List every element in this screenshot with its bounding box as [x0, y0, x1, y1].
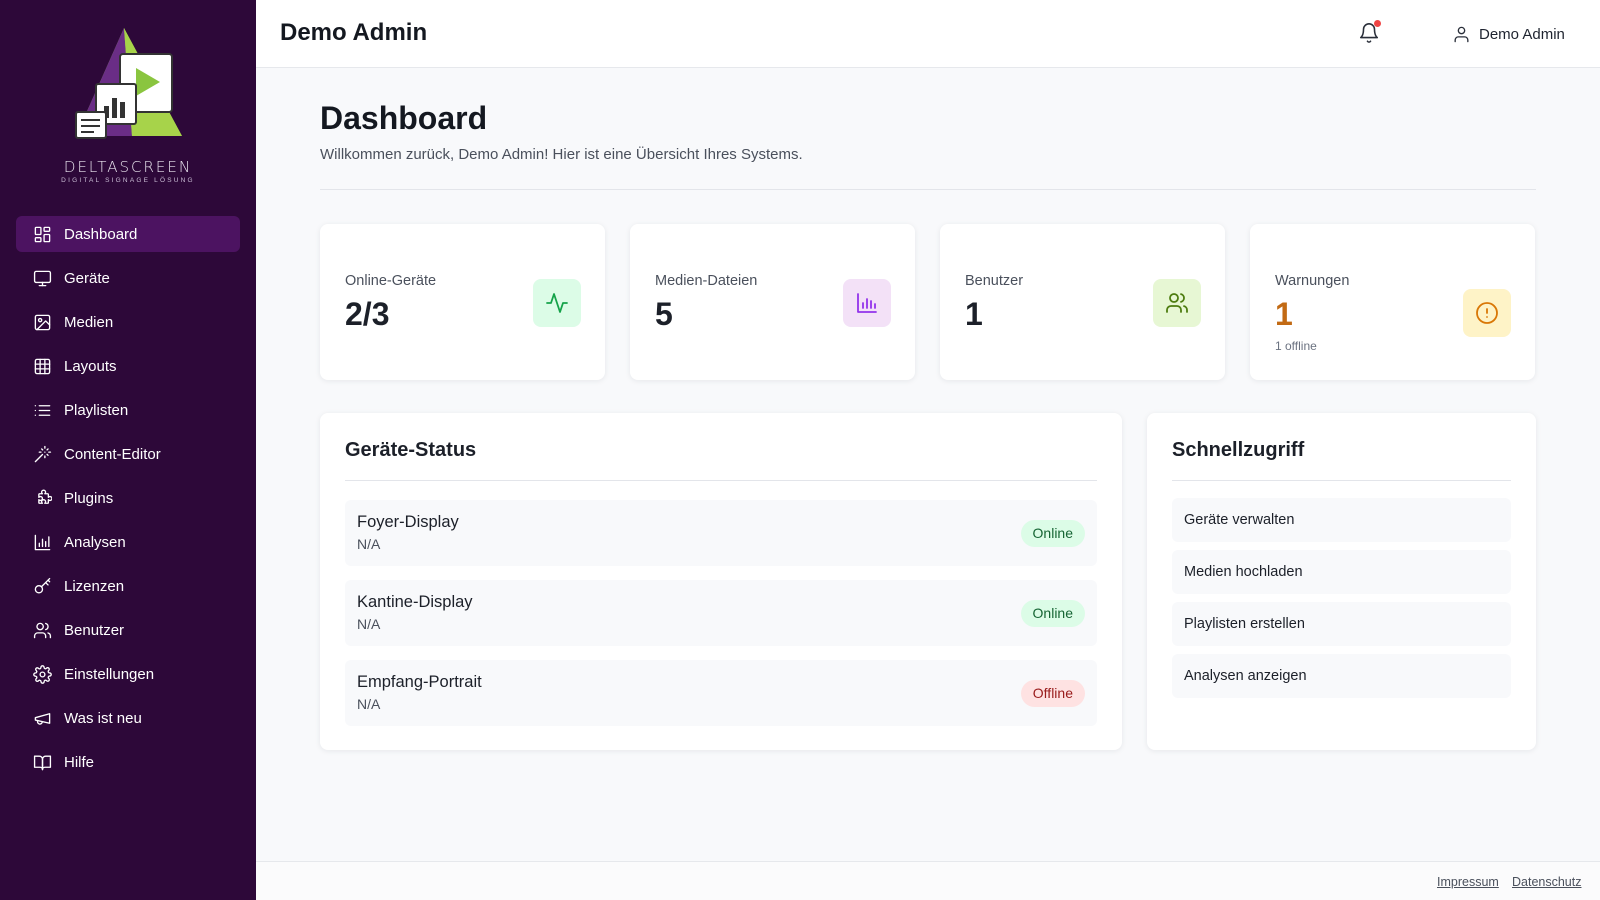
image-icon [32, 312, 52, 332]
monitor-icon [32, 268, 52, 288]
device-row[interactable]: Empfang-Portrait N/A Offline [345, 660, 1097, 726]
sidebar-item-einstellungen[interactable]: Einstellungen [16, 656, 240, 692]
sidebar-nav: Dashboard Geräte Medien Layouts Playlist… [16, 216, 240, 788]
sidebar-item-dashboard[interactable]: Dashboard [16, 216, 240, 252]
sidebar: DELTASCREEN DIGITAL SIGNAGE LÖSUNG Dashb… [0, 0, 256, 900]
sidebar-item-hilfe[interactable]: Hilfe [16, 744, 240, 780]
status-badge: Online [1020, 600, 1085, 627]
panel-title: Schnellzugriff [1172, 439, 1305, 461]
stat-value: 2/3 [345, 296, 390, 332]
stat-value: 1 [965, 296, 983, 332]
device-name: Foyer-Display [357, 513, 459, 531]
quick-link-create-playlists[interactable]: Playlisten erstellen [1172, 602, 1511, 646]
status-badge: Offline [1020, 680, 1085, 707]
stat-label: Benutzer [965, 273, 1024, 289]
device-location: N/A [357, 616, 381, 632]
users-icon [1153, 279, 1201, 327]
user-menu-button[interactable]: Demo Admin [1452, 22, 1565, 46]
stat-card-users: Benutzer 1 [940, 224, 1225, 380]
sidebar-item-label: Was ist neu [64, 709, 142, 727]
alert-circle-icon [1463, 289, 1511, 337]
status-badge: Online [1020, 520, 1085, 547]
stat-label: Online-Geräte [345, 273, 437, 289]
notifications-button[interactable] [1358, 20, 1382, 46]
key-icon [32, 576, 52, 596]
page-title: Dashboard [320, 100, 488, 136]
sidebar-item-label: Geräte [64, 269, 110, 287]
sidebar-item-lizenzen[interactable]: Lizenzen [16, 568, 240, 604]
device-location: N/A [357, 536, 381, 552]
sidebar-item-label: Lizenzen [64, 577, 125, 595]
sidebar-item-label: Layouts [64, 357, 117, 375]
sidebar-item-benutzer[interactable]: Benutzer [16, 612, 240, 648]
list-icon [32, 400, 52, 420]
logo-graphic [75, 28, 182, 139]
panel-title: Geräte-Status [345, 439, 477, 461]
users-icon [32, 620, 52, 640]
sidebar-item-geraete[interactable]: Geräte [16, 260, 240, 296]
book-icon [32, 752, 52, 772]
stat-card-media-files: Medien-Dateien 5 [630, 224, 915, 380]
stat-label: Warnungen [1275, 273, 1350, 289]
deltascreen-logo[interactable]: DELTASCREEN DIGITAL SIGNAGE LÖSUNG [0, 24, 256, 194]
puzzle-icon [32, 488, 52, 508]
logo-subtext: DIGITAL SIGNAGE LÖSUNG [61, 177, 195, 184]
footer: Impressum Datenschutz [256, 861, 1600, 900]
stat-value: 1 [1275, 296, 1293, 332]
sidebar-item-label: Plugins [64, 489, 114, 507]
device-row[interactable]: Foyer-Display N/A Online [345, 500, 1097, 566]
datenschutz-link[interactable]: Datenschutz [1512, 875, 1582, 889]
sidebar-item-label: Benutzer [64, 621, 125, 639]
device-status-panel: Geräte-Status Foyer-Display N/A Online K… [320, 413, 1122, 750]
quick-link-show-analytics[interactable]: Analysen anzeigen [1172, 654, 1511, 698]
sidebar-item-medien[interactable]: Medien [16, 304, 240, 340]
quick-link-upload-media[interactable]: Medien hochladen [1172, 550, 1511, 594]
sidebar-item-playlisten[interactable]: Playlisten [16, 392, 240, 428]
stat-label: Medien-Dateien [655, 273, 758, 289]
user-name: Demo Admin [1479, 25, 1565, 43]
quick-access-panel: Schnellzugriff Geräte verwalten Medien h… [1147, 413, 1536, 750]
divider [1172, 480, 1511, 481]
bar-chart-icon [843, 279, 891, 327]
sidebar-item-analysen[interactable]: Analysen [16, 524, 240, 560]
device-name: Empfang-Portrait [357, 673, 482, 691]
sidebar-item-label: Content-Editor [64, 445, 161, 463]
stat-value: 5 [655, 296, 673, 332]
sidebar-item-was-ist-neu[interactable]: Was ist neu [16, 700, 240, 736]
divider [345, 480, 1097, 481]
dashboard-icon [32, 224, 52, 244]
top-header: Demo Admin Demo Admin [256, 0, 1600, 68]
sidebar-item-label: Medien [64, 313, 114, 331]
app-title: Demo Admin [280, 19, 428, 46]
sidebar-item-label: Playlisten [64, 401, 129, 419]
sidebar-item-label: Einstellungen [64, 665, 155, 683]
sidebar-item-label: Dashboard [64, 225, 138, 243]
device-name: Kantine-Display [357, 593, 473, 611]
divider [320, 189, 1536, 190]
bell-icon [1359, 23, 1379, 43]
sidebar-item-plugins[interactable]: Plugins [16, 480, 240, 516]
activity-icon [533, 279, 581, 327]
quick-link-manage-devices[interactable]: Geräte verwalten [1172, 498, 1511, 542]
sidebar-item-layouts[interactable]: Layouts [16, 348, 240, 384]
page-subtitle: Willkommen zurück, Demo Admin! Hier ist … [320, 146, 803, 163]
device-location: N/A [357, 696, 381, 712]
notification-badge [1374, 20, 1381, 27]
device-row[interactable]: Kantine-Display N/A Online [345, 580, 1097, 646]
stat-note: 1 offline [1275, 339, 1317, 353]
stat-card-warnings: Warnungen 1 1 offline [1250, 224, 1535, 380]
logo-text: DELTASCREEN [63, 158, 193, 176]
sidebar-item-label: Hilfe [64, 753, 95, 771]
magic-wand-icon [32, 444, 52, 464]
bar-chart-icon [32, 532, 52, 552]
sidebar-item-content-editor[interactable]: Content-Editor [16, 436, 240, 472]
gear-icon [32, 664, 52, 684]
user-icon [1454, 26, 1469, 42]
megaphone-icon [32, 708, 52, 728]
impressum-link[interactable]: Impressum [1437, 875, 1499, 889]
sidebar-item-label: Analysen [64, 533, 126, 551]
grid-icon [32, 356, 52, 376]
stat-card-online-devices: Online-Geräte 2/3 [320, 224, 605, 380]
